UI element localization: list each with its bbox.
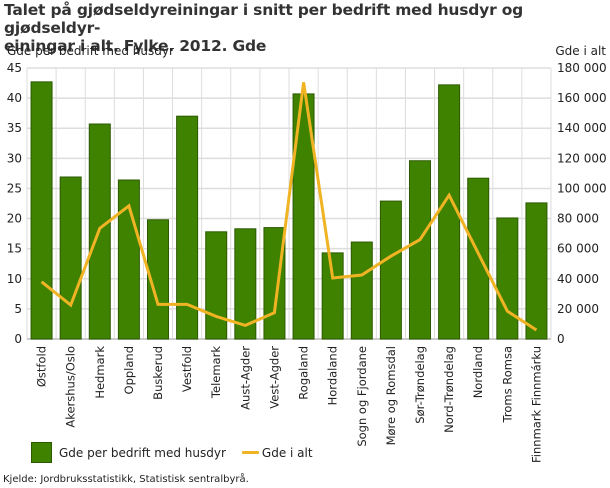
right-tick-label: 180 000	[557, 61, 607, 75]
right-tick-label: 160 000	[557, 91, 607, 105]
category-label: Nord-Trøndelag	[442, 346, 456, 433]
legend: Gde per bedrift med husdyr Gde i alt	[31, 442, 313, 463]
bar	[350, 241, 373, 340]
category-label: Buskerud	[151, 346, 165, 400]
left-tick-label: 15	[7, 242, 22, 256]
left-tick-label: 25	[7, 181, 22, 195]
category-label: Hordaland	[326, 346, 340, 405]
bar	[147, 219, 169, 340]
bar	[117, 179, 140, 340]
left-tick-label: 20	[7, 212, 22, 226]
x-axis-categories: Østfold Akershus/Oslo Hedmark Oppland Busker…	[35, 346, 544, 463]
right-tick-label: 120 000	[557, 151, 607, 165]
left-tick-label: 5	[14, 302, 22, 316]
category-label: Vestfold	[180, 346, 194, 392]
category-label: Akershus/Oslo	[64, 346, 78, 428]
right-tick-label: 80 000	[557, 212, 599, 226]
right-tick-label: 0	[557, 332, 565, 346]
bar	[59, 176, 82, 340]
legend-bar-swatch	[31, 442, 52, 463]
bar-series	[30, 81, 548, 340]
category-label: Vest-Agder	[267, 346, 281, 409]
bar	[525, 202, 548, 340]
chart-title-line-2: einingar i alt. Fylke. 2012. Gde	[4, 37, 267, 55]
source-note: Kjelde: Jordbruksstatistikk, Statistisk …	[3, 474, 249, 485]
total-line	[40, 82, 538, 332]
category-label: Rogaland	[297, 346, 311, 400]
category-label: Sogn og Fjordane	[355, 346, 369, 447]
bar	[467, 177, 490, 340]
left-tick-label: 40	[7, 91, 22, 105]
legend-line-swatch	[241, 451, 259, 454]
category-label: Sør-Trøndelag	[413, 346, 427, 424]
bar	[176, 115, 199, 340]
bar	[30, 81, 53, 340]
left-tick-label: 10	[7, 272, 22, 286]
category-label: Nordland	[471, 346, 485, 398]
bar	[234, 228, 257, 340]
right-axis-ticks: 0 20 000 40 000 60 000 80 000 100 000 120 000 1…	[557, 61, 607, 346]
bar	[263, 227, 286, 340]
right-tick-label: 140 000	[557, 121, 607, 135]
left-tick-label: 30	[7, 151, 22, 165]
right-tick-label: 60 000	[557, 242, 599, 256]
bar	[409, 160, 431, 340]
left-tick-label: 0	[14, 332, 22, 346]
category-label: Aust-Agder	[238, 346, 252, 410]
category-label: Oppland	[122, 346, 136, 394]
left-tick-label: 35	[7, 121, 22, 135]
right-axis-title: Gde i alt	[555, 44, 606, 58]
category-label: Hedmark	[93, 346, 107, 399]
chart-title-line-1: Talet på gjødseldyreiningar i snitt per …	[4, 1, 524, 37]
category-label: Østfold	[35, 346, 49, 387]
category-label: Finnmark Finnmárku	[529, 346, 543, 463]
left-tick-label: 45	[7, 61, 22, 75]
right-tick-label: 100 000	[557, 181, 607, 195]
legend-bar-label: Gde per bedrift med husdyr	[59, 445, 226, 460]
legend-line-label: Gde i alt	[261, 445, 313, 460]
bar	[205, 231, 228, 340]
right-tick-label: 40 000	[557, 272, 599, 286]
category-label: Troms Romsa	[500, 346, 514, 423]
left-axis-title: Gde per bedrift med husdyr	[7, 44, 174, 58]
left-axis-ticks: 0 5 10 15 20 25 30 35 40 45	[7, 61, 22, 346]
category-label: Telemark	[209, 346, 223, 399]
chart-title: Talet på gjødseldyreiningar i snitt per …	[4, 1, 609, 55]
bar	[321, 252, 344, 340]
bar	[379, 200, 402, 340]
right-tick-label: 20 000	[557, 302, 599, 316]
category-label: Møre og Romsdal	[384, 346, 398, 445]
bar	[496, 217, 519, 340]
line-series	[40, 82, 538, 332]
